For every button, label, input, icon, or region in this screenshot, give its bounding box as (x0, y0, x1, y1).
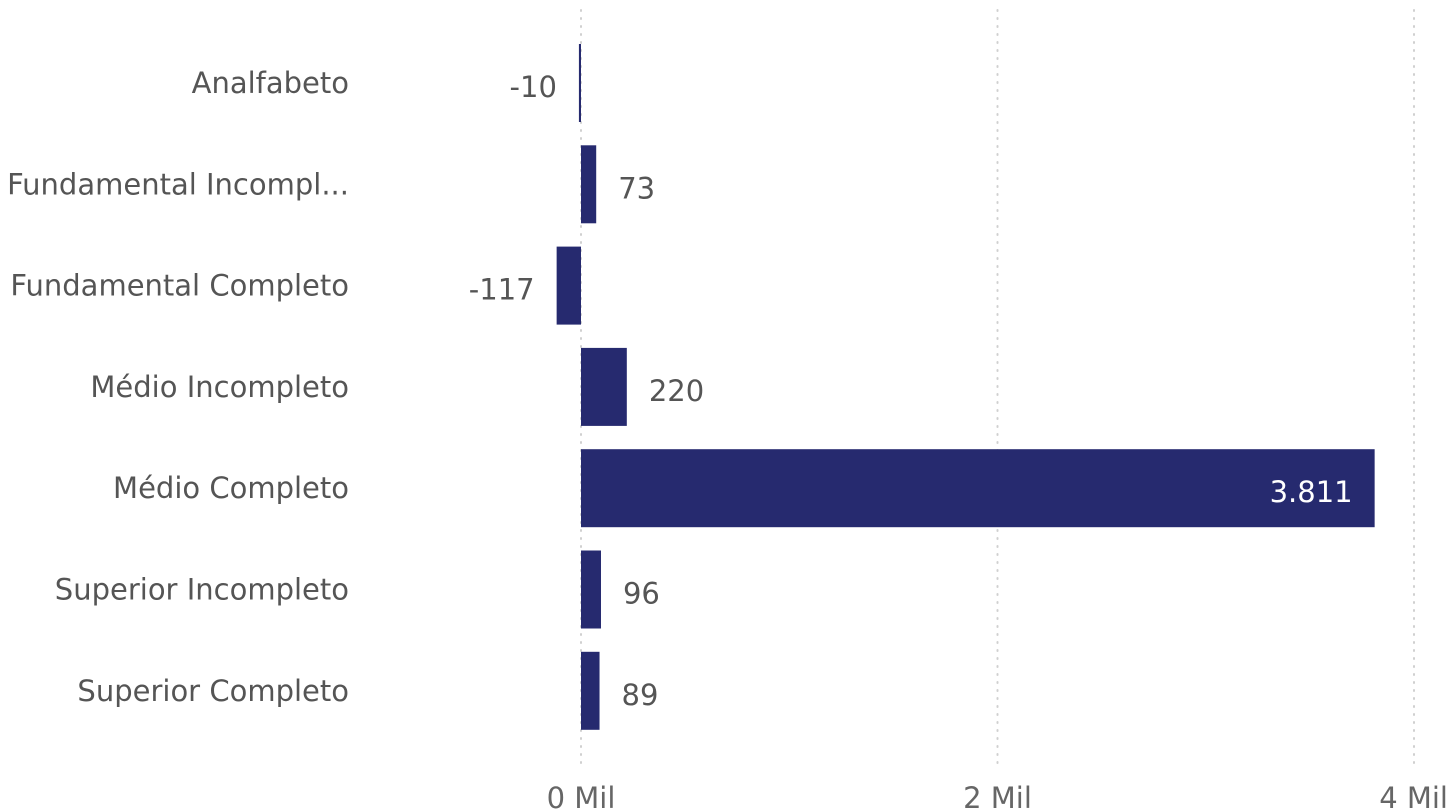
bar (578, 44, 581, 122)
category-label: Médio Incompleto (90, 370, 349, 404)
data-label: 89 (622, 678, 659, 712)
bar (581, 145, 597, 224)
data-label: 73 (618, 171, 655, 205)
category-label: Fundamental Incompl... (7, 167, 349, 201)
x-tick-label: 4 Mil (1379, 781, 1448, 811)
category-label: Analfabeto (192, 66, 349, 100)
x-tick-label: 2 Mil (963, 781, 1032, 811)
bars (556, 44, 1375, 730)
labels: Analfabeto -10 Fundamental Incompl... 73 Fun… (7, 66, 1353, 712)
bar (581, 347, 627, 426)
data-label: 220 (649, 374, 704, 408)
category-label: Médio Completo (113, 471, 349, 505)
bar (556, 246, 581, 325)
gridlines: 0 Mil 2 Mil 4 Mil (547, 9, 1448, 811)
category-label: Superior Completo (77, 674, 349, 708)
category-label: Fundamental Completo (10, 269, 349, 303)
data-label: 96 (623, 577, 660, 611)
data-label: -117 (469, 273, 535, 307)
data-label: -10 (510, 70, 557, 104)
category-label: Superior Incompleto (55, 573, 349, 607)
x-tick-label: 0 Mil (547, 781, 616, 811)
bar (581, 449, 1375, 528)
bar (581, 550, 601, 629)
data-label: 3.811 (1270, 475, 1353, 509)
bar (581, 651, 600, 730)
